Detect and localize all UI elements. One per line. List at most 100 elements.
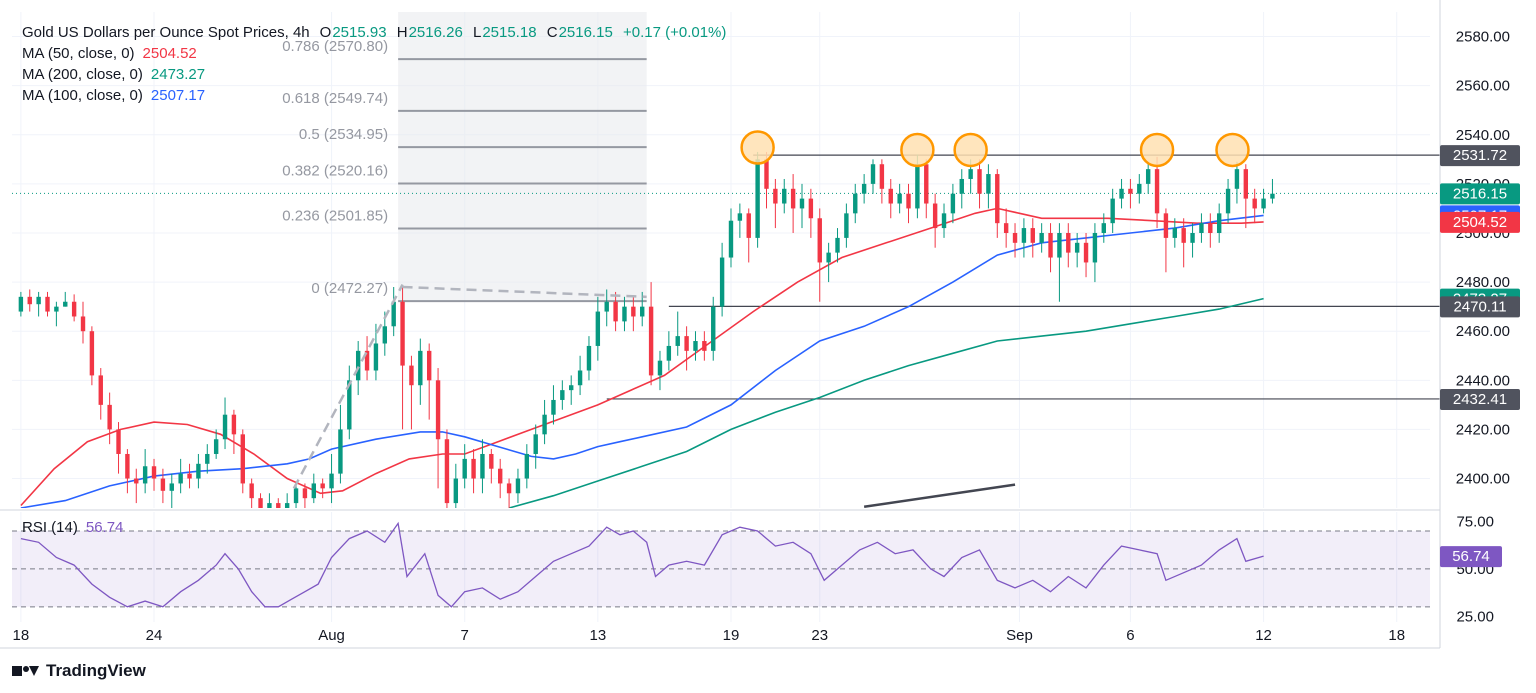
time-tick-label: Aug <box>318 627 345 644</box>
candle <box>1137 174 1142 204</box>
price-tick-label: 2460.00 <box>1456 323 1510 340</box>
candle-body <box>1234 169 1240 189</box>
candle-body <box>853 193 858 214</box>
candle-body <box>764 159 769 189</box>
candle <box>755 151 760 248</box>
ma50-label: MA (50, close, 0) <box>22 45 135 62</box>
candle-body <box>63 301 68 307</box>
close-value: 2516.15 <box>558 24 613 41</box>
resistance-circles[interactable] <box>740 130 1250 168</box>
time-tick-label: 18 <box>1388 627 1405 644</box>
candle-body <box>293 488 299 504</box>
candle <box>506 478 512 508</box>
candle <box>27 289 32 312</box>
candle-body <box>1119 188 1124 199</box>
tradingview-brand[interactable]: TradingView <box>12 661 146 681</box>
candle-body <box>1012 232 1018 243</box>
price-tick-label: 2400.00 <box>1456 471 1510 488</box>
horizontal-lines[interactable] <box>12 154 1440 400</box>
candle <box>293 483 299 508</box>
candle <box>471 449 476 494</box>
ma200-label: MA (200, close, 0) <box>22 66 143 83</box>
candle <box>1243 164 1249 229</box>
candle <box>622 296 627 332</box>
candle-body <box>1252 198 1257 209</box>
candle-body <box>808 198 814 219</box>
candle-body <box>400 301 405 366</box>
candle-body <box>80 316 86 332</box>
candle-body <box>817 218 822 263</box>
time-tick-label: 18 <box>13 627 30 644</box>
candle-body <box>169 483 174 491</box>
candle-body <box>1092 232 1098 263</box>
price-label-bg <box>1440 145 1520 167</box>
candle <box>98 368 103 420</box>
candle <box>1030 218 1035 258</box>
rsi-band <box>12 530 1430 607</box>
price-label-text: 2531.72 <box>1453 147 1507 164</box>
candle <box>524 444 530 489</box>
candle <box>71 294 77 322</box>
candle-body <box>205 453 210 464</box>
time-tick-label: 12 <box>1255 627 1272 644</box>
candle <box>444 429 450 508</box>
ma200-legend[interactable]: MA (200, close, 0) 2473.27 <box>22 64 732 85</box>
candle <box>498 458 503 499</box>
ma100-legend[interactable]: MA (100, close, 0) 2507.17 <box>22 85 732 106</box>
rsi-label-text: 56.74 <box>1452 548 1490 565</box>
candle-body <box>551 399 556 415</box>
candle-body <box>1199 223 1204 233</box>
candle-body <box>71 301 77 317</box>
candle <box>693 331 698 361</box>
rsi-legend[interactable]: RSI (14) 56.74 <box>22 519 123 536</box>
close-key: C <box>546 24 558 41</box>
candle <box>142 449 148 494</box>
candle <box>844 203 849 248</box>
candle <box>870 159 876 194</box>
candle-body <box>959 178 964 194</box>
rsi-label: RSI (14) <box>22 519 78 536</box>
candle <box>169 473 174 508</box>
trend-line <box>402 285 647 299</box>
candle <box>480 439 485 494</box>
candle <box>817 208 822 302</box>
candle <box>1012 223 1018 258</box>
candle-body <box>498 468 503 484</box>
ma50-legend[interactable]: MA (50, close, 0) 2504.52 <box>22 43 732 64</box>
candle <box>569 375 574 405</box>
candle <box>853 183 858 224</box>
candle-body <box>702 341 707 351</box>
candle-body <box>790 188 796 209</box>
rsi-tick-label: 75.00 <box>1456 513 1494 530</box>
fibonacci-retracement[interactable]: 0.786 (2570.80) 0.618 (2549.74) 0.5 (2534.… <box>282 12 647 303</box>
rsi-pane <box>0 509 1440 608</box>
candle <box>790 174 796 233</box>
candle <box>879 159 885 204</box>
symbol-title: Gold US Dollars per Ounce Spot Prices, 4… <box>22 24 310 41</box>
candle-body <box>870 164 876 184</box>
candle-body <box>755 159 760 238</box>
candle-body <box>462 458 467 479</box>
candle-body <box>1128 188 1133 194</box>
candle <box>684 326 689 371</box>
candle <box>932 193 938 248</box>
candle <box>782 178 787 214</box>
candle-body <box>1243 169 1249 199</box>
candle <box>276 498 281 508</box>
price-tick-label: 2420.00 <box>1456 421 1510 438</box>
candle <box>711 296 716 361</box>
candle-body <box>586 345 592 371</box>
change-value: +0.17 (+0.01%) <box>622 24 727 41</box>
moving-averages <box>20 207 1264 509</box>
candle-body <box>249 483 254 499</box>
candle <box>63 291 68 307</box>
candle <box>1083 232 1089 278</box>
candle-body <box>1101 223 1106 233</box>
fib-level-label: 0.5 (2534.95) <box>299 126 388 143</box>
candle-body <box>45 296 50 312</box>
candle-body <box>364 350 370 371</box>
candle <box>906 183 911 224</box>
candle <box>799 183 805 229</box>
